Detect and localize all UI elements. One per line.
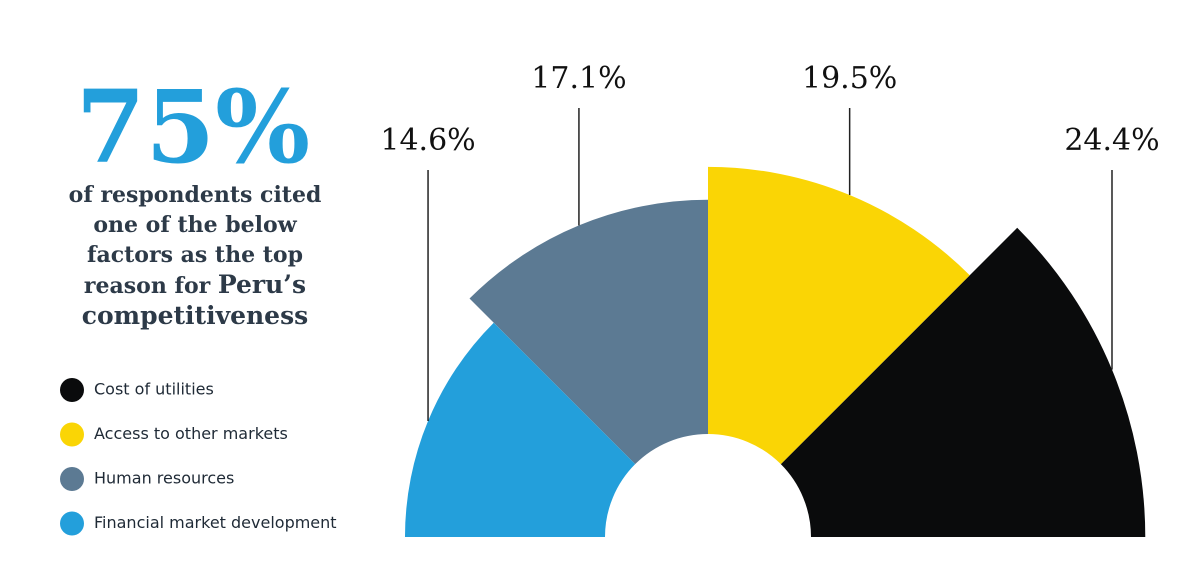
legend-dot	[60, 378, 84, 402]
legend-dot	[60, 467, 84, 491]
legend-dot	[60, 511, 84, 536]
legend-label: Financial market development	[94, 513, 337, 532]
legend-label: Access to other markets	[94, 424, 288, 443]
subtitle-text: of respondents cited one of the below fa…	[68, 182, 322, 299]
subtitle-emphasis: Peru’s competitiveness	[81, 270, 309, 330]
sector	[780, 227, 1146, 538]
value-label: 17.1%	[531, 61, 626, 96]
value-label: 19.5%	[802, 61, 897, 96]
sector	[469, 199, 708, 465]
value-label: 24.4%	[1064, 123, 1159, 158]
value-label: 14.6%	[380, 123, 475, 158]
legend-label: Cost of utilities	[94, 380, 214, 399]
sector	[708, 166, 970, 465]
subtitle: of respondents cited one of the below fa…	[50, 180, 340, 332]
headline: 75%	[76, 68, 310, 186]
legend-dot	[60, 422, 84, 447]
sector	[404, 322, 636, 537]
legend-label: Human resources	[94, 469, 234, 488]
